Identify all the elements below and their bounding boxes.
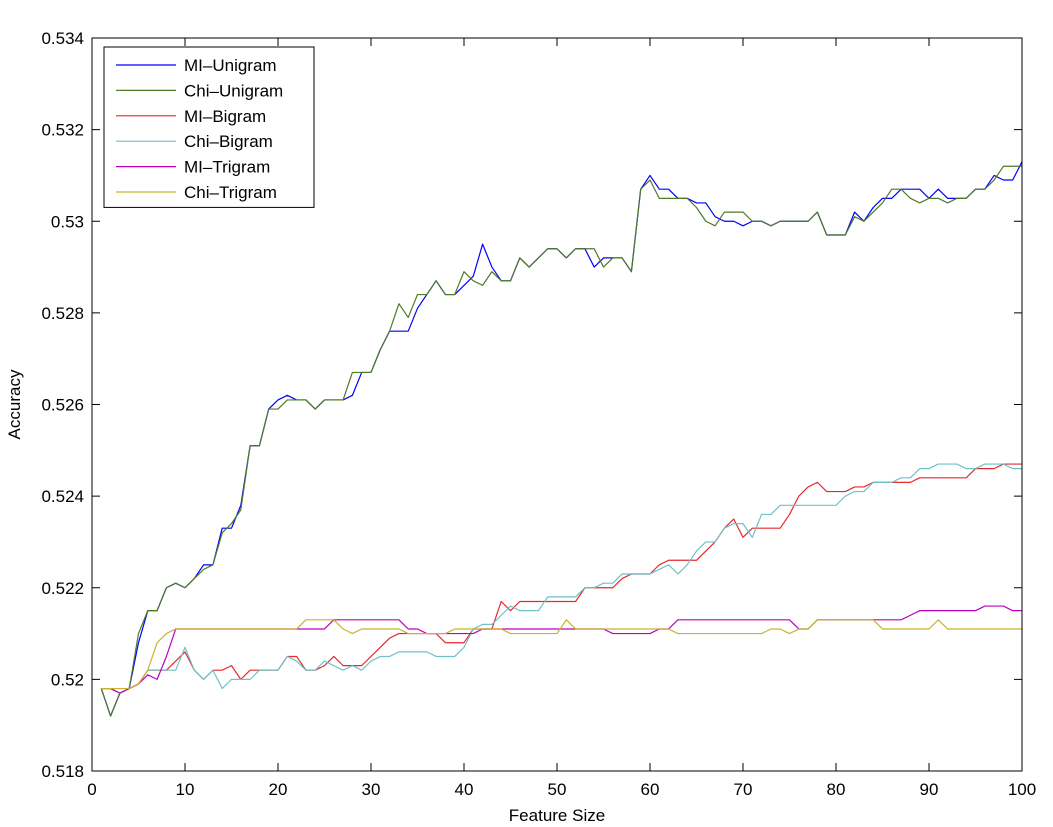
series-line-3 xyxy=(101,463,1022,694)
y-tick-label: 0.532 xyxy=(41,121,84,140)
legend-label: MI–Unigram xyxy=(184,56,277,75)
x-tick-label: 30 xyxy=(362,780,381,799)
y-axis-label: Accuracy xyxy=(5,369,24,439)
series-line-4 xyxy=(101,463,1022,694)
legend: MI–Unigram Chi–Unigram MI–Bigram Chi–Bigram… xyxy=(103,46,315,208)
y-tick-label: 0.524 xyxy=(41,487,84,506)
x-tick-label: 40 xyxy=(455,780,474,799)
legend-box xyxy=(103,46,315,208)
x-tick-label: 60 xyxy=(641,780,660,799)
legend-label: MI–Trigram xyxy=(184,158,270,177)
legend-label: Chi–Bigram xyxy=(184,132,273,151)
y-tick-label: 0.518 xyxy=(41,762,84,781)
series-line-1 xyxy=(100,161,1023,717)
x-axis: 0 10 20 30 40 50 60 70 80 90 100 xyxy=(87,38,1036,799)
legend-label: MI–Bigram xyxy=(184,107,266,126)
x-tick-label: 10 xyxy=(176,780,195,799)
y-tick-label: 0.528 xyxy=(41,304,84,323)
x-axis-label: Feature Size xyxy=(509,806,605,825)
x-tick-label: 0 xyxy=(87,780,96,799)
x-tick-label: 20 xyxy=(269,780,288,799)
legend-label: Chi–Unigram xyxy=(184,81,283,100)
y-tick-label: 0.526 xyxy=(41,396,84,415)
series-line-5 xyxy=(101,605,1022,694)
x-tick-label: 50 xyxy=(548,780,567,799)
y-tick-label: 0.522 xyxy=(41,579,84,598)
x-tick-label: 90 xyxy=(920,780,939,799)
y-axis: 0.518 0.52 0.522 0.524 0.526 0.528 0.53 0.532 0.… xyxy=(41,29,1022,781)
x-tick-label: 70 xyxy=(734,780,753,799)
plot-lines xyxy=(100,161,1023,717)
series-line-2 xyxy=(100,165,1022,717)
legend-label: Chi–Trigram xyxy=(184,183,277,202)
x-tick-label: 80 xyxy=(827,780,846,799)
y-tick-label: 0.534 xyxy=(41,29,84,48)
y-tick-label: 0.52 xyxy=(51,670,84,689)
x-tick-label: 100 xyxy=(1008,780,1036,799)
y-tick-label: 0.53 xyxy=(51,212,84,231)
series-line-6 xyxy=(101,619,1022,690)
